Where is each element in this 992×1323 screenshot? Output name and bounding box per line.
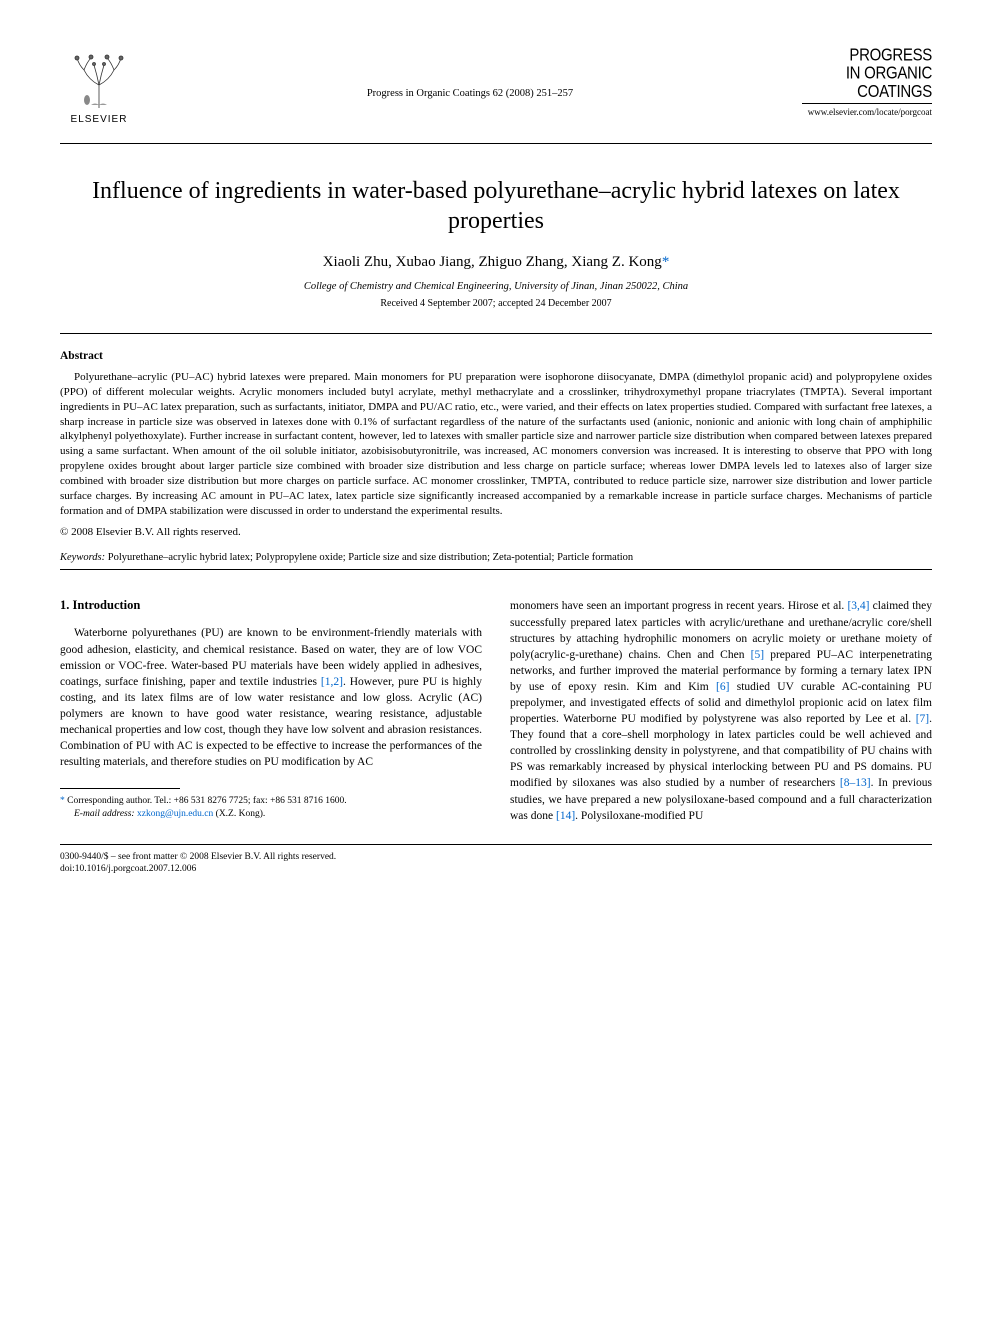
abstract-text: Polyurethane–acrylic (PU–AC) hybrid late…: [60, 370, 932, 518]
email-who: (X.Z. Kong).: [216, 809, 266, 819]
footer-copyright: 0300-9440/$ – see front matter © 2008 El…: [60, 851, 932, 863]
body-text: monomers have seen an important progress…: [510, 598, 932, 823]
divider: [60, 844, 932, 845]
journal-logo: PROGRESS IN ORGANIC COATINGS www.elsevie…: [802, 50, 932, 117]
divider: [802, 103, 932, 104]
divider: [60, 143, 932, 144]
citation-link[interactable]: [14]: [556, 810, 575, 822]
corresponding-mark: *: [662, 254, 670, 270]
column-left: 1. Introduction Waterborne polyurethanes…: [60, 598, 482, 823]
authors: Xiaoli Zhu, Xubao Jiang, Zhiguo Zhang, X…: [60, 254, 932, 271]
keywords-text: Polyurethane–acrylic hybrid latex; Polyp…: [108, 552, 633, 563]
journal-logo-title: PROGRESS IN ORGANIC COATINGS: [802, 46, 932, 100]
divider: [60, 569, 932, 570]
journal-logo-line1: PROGRESS: [802, 46, 932, 64]
footnote: * Corresponding author. Tel.: +86 531 82…: [60, 795, 482, 821]
citation-link[interactable]: [7]: [916, 713, 929, 725]
intro-text-9: . Polysiloxane-modified PU: [575, 810, 703, 822]
email-label: E-mail address:: [74, 809, 135, 819]
citation-link[interactable]: [5]: [751, 649, 764, 661]
journal-logo-line3: COATINGS: [802, 83, 932, 101]
keywords-label: Keywords:: [60, 552, 105, 563]
abstract-body: Polyurethane–acrylic (PU–AC) hybrid late…: [60, 370, 932, 518]
footnote-divider: [60, 788, 180, 789]
email-line: E-mail address: xzkong@ujn.edu.cn (X.Z. …: [60, 808, 482, 821]
article-dates: Received 4 September 2007; accepted 24 D…: [60, 298, 932, 309]
citation-link[interactable]: [1,2]: [321, 676, 343, 688]
intro-text-2: . However, pure PU is highly costing, an…: [60, 676, 482, 768]
keywords: Keywords: Polyurethane–acrylic hybrid la…: [60, 552, 932, 563]
elsevier-tree-icon: [69, 50, 129, 110]
publisher-name: ELSEVIER: [71, 114, 128, 125]
section-heading-introduction: 1. Introduction: [60, 598, 482, 613]
footer: 0300-9440/$ – see front matter © 2008 El…: [60, 851, 932, 876]
footer-doi: doi:10.1016/j.porgcoat.2007.12.006: [60, 863, 932, 875]
body-columns: 1. Introduction Waterborne polyurethanes…: [60, 598, 932, 823]
email-link[interactable]: xzkong@ujn.edu.cn: [137, 809, 213, 819]
abstract-heading: Abstract: [60, 350, 932, 362]
article-title: Influence of ingredients in water-based …: [60, 176, 932, 236]
corr-contact: Corresponding author. Tel.: +86 531 8276…: [67, 796, 347, 806]
affiliation: College of Chemistry and Chemical Engine…: [60, 281, 932, 292]
publisher-logo: ELSEVIER: [60, 50, 138, 135]
header-row: ELSEVIER Progress in Organic Coatings 62…: [60, 50, 932, 135]
corresponding-author-note: * Corresponding author. Tel.: +86 531 82…: [60, 795, 482, 808]
column-right: monomers have seen an important progress…: [510, 598, 932, 823]
citation-link[interactable]: [8–13]: [840, 777, 871, 789]
citation-link[interactable]: [3,4]: [847, 600, 869, 612]
journal-reference: Progress in Organic Coatings 62 (2008) 2…: [138, 50, 802, 99]
copyright: © 2008 Elsevier B.V. All rights reserved…: [60, 526, 932, 538]
body-text: Waterborne polyurethanes (PU) are known …: [60, 625, 482, 770]
citation-link[interactable]: [6]: [716, 681, 729, 693]
journal-url[interactable]: www.elsevier.com/locate/porgcoat: [802, 107, 932, 117]
journal-logo-line2: IN ORGANIC: [802, 65, 932, 83]
divider: [60, 333, 932, 334]
corresponding-mark: *: [60, 796, 65, 806]
author-names: Xiaoli Zhu, Xubao Jiang, Zhiguo Zhang, X…: [323, 254, 662, 270]
intro-text-3: monomers have seen an important progress…: [510, 600, 847, 612]
